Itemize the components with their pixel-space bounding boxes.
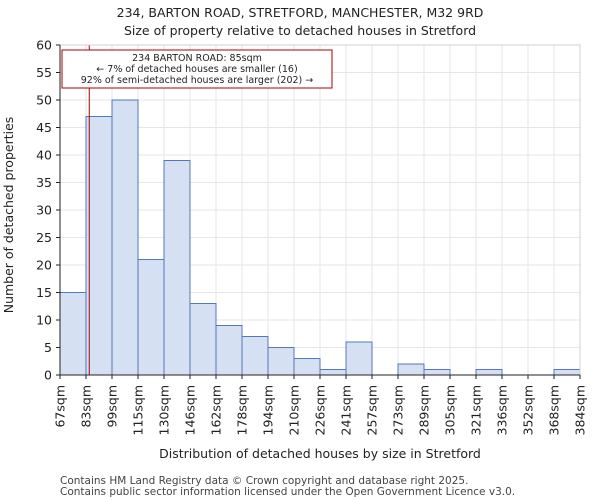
x-tick-label: 368sqm <box>547 385 562 435</box>
chart-title: 234, BARTON ROAD, STRETFORD, MANCHESTER,… <box>117 5 484 20</box>
bar-115sqm <box>137 259 165 376</box>
annotation-border <box>61 49 333 89</box>
x-tick-label: 352sqm <box>521 385 536 435</box>
bar-162sqm <box>215 325 243 376</box>
y-tick-label: 25 <box>36 230 52 245</box>
x-tick-label: 99sqm <box>105 385 120 428</box>
bar-67sqm <box>59 292 87 376</box>
bar-130sqm <box>163 160 191 376</box>
y-tick-label: 30 <box>36 203 52 218</box>
y-axis-label: Number of detached properties <box>1 117 16 314</box>
bar-321sqm <box>475 369 503 376</box>
x-tick-label: 384sqm <box>573 385 588 435</box>
annotation-line-3: 92% of semi-detached houses are larger (… <box>81 75 314 86</box>
x-axis-ticks: 67sqm 83sqm 99sqm 115sqm 130sqm 146sqm 162sqm 1… <box>53 375 588 435</box>
x-tick-label: 305sqm <box>443 385 458 435</box>
y-axis-ticks: 0 5 10 15 20 25 30 35 40 45 50 55 60 <box>36 38 60 383</box>
x-tick-label: 162sqm <box>209 385 224 435</box>
y-tick-label: 50 <box>36 93 52 108</box>
y-tick-label: 5 <box>44 340 52 355</box>
bar-178sqm <box>241 336 269 376</box>
y-tick-label: 0 <box>44 368 52 383</box>
footer-line-2: Contains public sector information licen… <box>60 486 515 498</box>
x-axis-label: Distribution of detached houses by size … <box>159 446 481 461</box>
x-tick-label: 210sqm <box>287 385 302 435</box>
footer-line-1: Contains HM Land Registry data © Crown c… <box>60 475 468 487</box>
y-tick-label: 40 <box>36 148 52 163</box>
y-tick-label: 45 <box>36 120 52 135</box>
x-tick-label: 241sqm <box>339 385 354 435</box>
y-tick-label: 60 <box>36 38 52 53</box>
y-tick-label: 10 <box>36 313 52 328</box>
x-tick-label: 289sqm <box>417 385 432 435</box>
x-tick-label: 321sqm <box>469 385 484 435</box>
x-tick-label: 257sqm <box>365 385 380 435</box>
x-tick-label: 226sqm <box>313 385 328 435</box>
y-tick-label: 15 <box>36 285 52 300</box>
x-tick-label: 130sqm <box>157 385 172 435</box>
bar-83sqm <box>85 116 113 376</box>
x-tick-label: 67sqm <box>53 385 68 428</box>
bar-226sqm <box>319 369 347 376</box>
annotation-line-1: 234 BARTON ROAD: 85sqm <box>132 53 262 64</box>
bars <box>59 99 581 376</box>
annotation-line-2: ← 7% of detached houses are smaller (16) <box>96 64 297 75</box>
x-tick-label: 83sqm <box>79 385 94 428</box>
bar-194sqm <box>267 347 295 376</box>
x-tick-label: 194sqm <box>261 385 276 435</box>
plot-area: 0 5 10 15 20 25 30 35 40 45 50 55 60 67sqm 83sqm 99sqm… <box>36 38 587 436</box>
y-tick-label: 35 <box>36 175 52 190</box>
bar-99sqm <box>111 99 139 376</box>
annotation-box: 234 BARTON ROAD: 85sqm ← 7% of detached … <box>61 49 333 89</box>
bar-368sqm <box>553 369 581 376</box>
bar-289sqm <box>423 369 451 376</box>
x-tick-label: 178sqm <box>235 385 250 435</box>
bar-146sqm <box>189 303 217 376</box>
y-tick-label: 55 <box>36 65 52 80</box>
chart-subtitle: Size of property relative to detached ho… <box>124 23 476 38</box>
bar-241sqm <box>345 341 373 376</box>
x-tick-label: 146sqm <box>183 385 198 435</box>
y-tick-label: 20 <box>36 258 52 273</box>
bar-210sqm <box>293 358 321 376</box>
x-tick-label: 273sqm <box>391 385 406 435</box>
bar-273sqm <box>397 363 425 376</box>
x-tick-label: 115sqm <box>131 385 146 435</box>
x-tick-label: 336sqm <box>495 385 510 435</box>
